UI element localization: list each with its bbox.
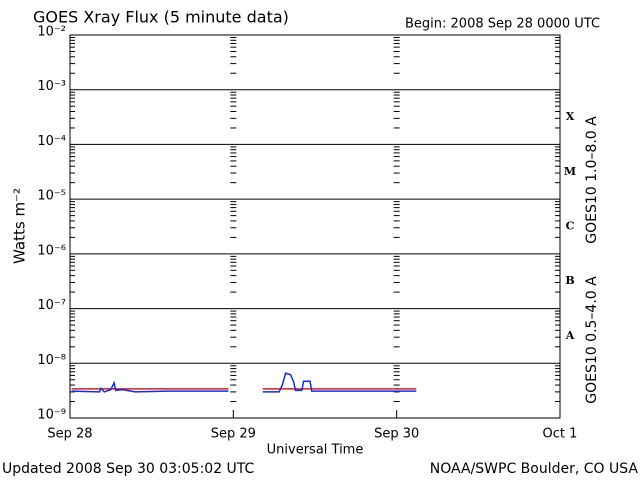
- begin-label: Begin: 2008 Sep 28 0000 UTC: [405, 17, 600, 32]
- footer-updated: Updated 2008 Sep 30 03:05:02 UTC: [2, 461, 255, 477]
- x-tick-label: Sep 28: [47, 427, 92, 442]
- x-tick-label: Sep 30: [374, 427, 419, 442]
- y-tick-label: 10⁻⁸: [37, 353, 66, 368]
- series-line: [71, 372, 417, 393]
- legend-label: GOES10 1.0–8.0 A: [584, 116, 600, 244]
- x-tick-label: Sep 29: [211, 427, 256, 442]
- plot-frame: [69, 34, 561, 419]
- y-axis-label: Watts m⁻²: [11, 188, 29, 264]
- x-axis-label: Universal Time: [267, 443, 364, 458]
- y-tick-label: 10⁻³: [37, 79, 66, 94]
- flare-class-label: A: [565, 329, 575, 342]
- legend-label: GOES10 0.5–4.0 A: [584, 276, 600, 404]
- chart-title: GOES Xray Flux (5 minute data): [33, 8, 289, 27]
- y-tick-label: 10⁻⁷: [37, 298, 66, 313]
- flare-class-label: X: [566, 110, 575, 123]
- x-tick-label: Oct 1: [543, 427, 578, 442]
- flare-class-label: B: [565, 274, 574, 287]
- footer-credit: NOAA/SWPC Boulder, CO USA: [430, 461, 639, 477]
- flare-class-label: M: [564, 165, 576, 178]
- y-tick-label: 10⁻⁴: [37, 134, 66, 149]
- flare-class-label: C: [566, 220, 575, 233]
- y-tick-label: 10⁻⁹: [37, 408, 66, 423]
- y-tick-label: 10⁻⁶: [37, 243, 66, 258]
- y-tick-label: 10⁻²: [37, 25, 66, 40]
- y-tick-label: 10⁻⁵: [37, 189, 66, 204]
